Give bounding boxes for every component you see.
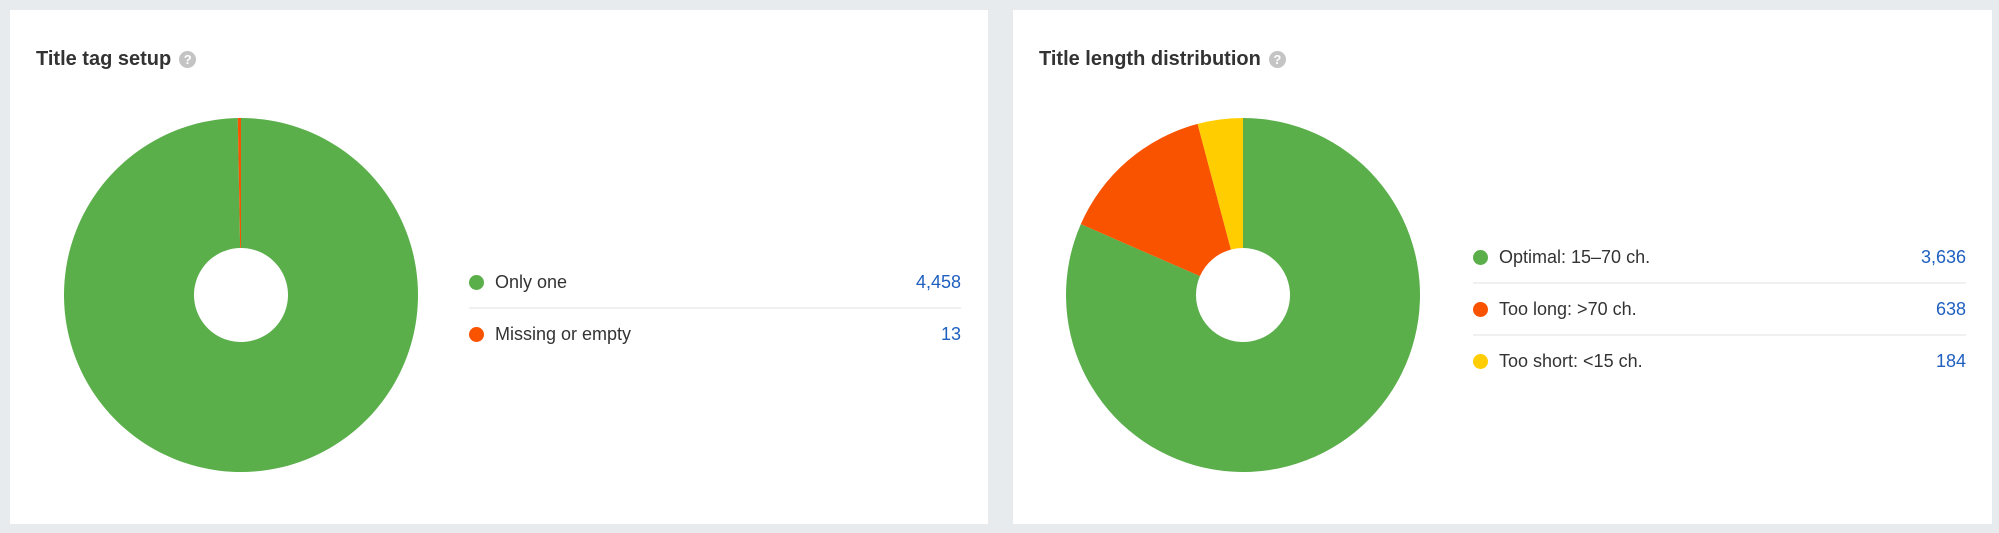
help-icon[interactable]: ?: [179, 51, 197, 68]
legend-dot-icon: [469, 326, 484, 342]
legend-dot-icon: [469, 274, 484, 290]
legend-value-link[interactable]: 184: [1935, 350, 1966, 371]
pie-slice-3[interactable]: [1197, 118, 1243, 250]
legend-dot-icon: [1473, 249, 1488, 265]
legend-value-link[interactable]: 13: [940, 323, 961, 344]
title-length-distribution-card: Title length distribution ? Optimal: 15–…: [1013, 10, 1992, 524]
legend: Only one 4,458 Missing or empty 13: [469, 257, 961, 359]
title-tag-setup-card: Title tag setup ? Only one 4,458 Missing o…: [10, 10, 988, 524]
card-title-text: Title length distribution: [1039, 48, 1261, 70]
legend-label: Missing or empty: [495, 323, 632, 344]
legend: Optimal: 15–70 ch. 3,636 Too long: >70 ch.…: [1473, 232, 1966, 386]
legend-item: Only one 4,458: [469, 257, 961, 309]
legend-item: Too short: <15 ch. 184: [1473, 336, 1966, 386]
legend-dot-icon: [1473, 301, 1488, 317]
pie-slice-2[interactable]: [1080, 123, 1231, 277]
legend-value-link[interactable]: 3,636: [1920, 246, 1966, 267]
card-title: Title length distribution ?: [1039, 48, 1286, 71]
pie-slice-1[interactable]: [63, 118, 418, 472]
pie-chart: [63, 118, 418, 472]
pie-slice-2[interactable]: [237, 118, 241, 249]
card-title-text: Title tag setup: [36, 48, 172, 70]
legend-dot-icon: [1473, 353, 1488, 369]
legend-label: Too short: <15 ch.: [1499, 350, 1643, 371]
help-icon[interactable]: ?: [1268, 51, 1286, 68]
legend-item: Optimal: 15–70 ch. 3,636: [1473, 232, 1966, 284]
legend-label: Too long: >70 ch.: [1499, 298, 1637, 319]
legend-value-link[interactable]: 638: [1935, 298, 1966, 319]
legend-value-link[interactable]: 4,458: [915, 271, 961, 292]
legend-label: Only one: [495, 271, 568, 292]
pie-chart: [1066, 118, 1420, 472]
legend-item: Too long: >70 ch. 638: [1473, 284, 1966, 336]
pie-slice-1[interactable]: [1066, 118, 1420, 472]
legend-item: Missing or empty 13: [469, 309, 961, 359]
card-title: Title tag setup ?: [36, 48, 197, 71]
legend-label: Optimal: 15–70 ch.: [1499, 246, 1651, 267]
